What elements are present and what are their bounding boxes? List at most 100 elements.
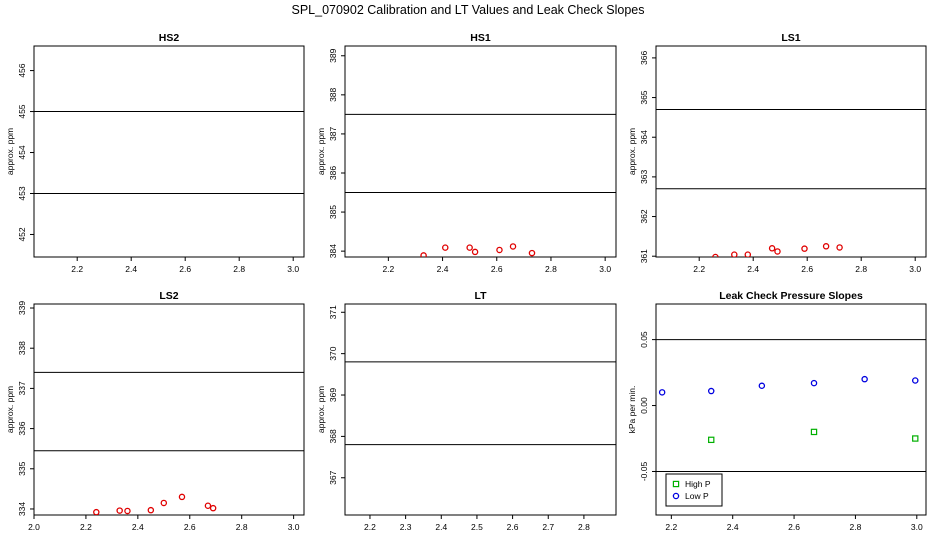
- x-tick-label: 2.2: [665, 522, 677, 532]
- y-tick-label: 361: [639, 249, 649, 263]
- x-tick-label: 2.6: [184, 522, 196, 532]
- x-tick-label: 3.0: [599, 264, 611, 274]
- x-tick-label: 2.8: [850, 522, 862, 532]
- y-tick-label: 338: [17, 341, 27, 355]
- panel-title: Leak Check Pressure Slopes: [719, 290, 863, 302]
- y-axis-label: approx. ppm: [5, 128, 15, 175]
- x-tick-label: 2.8: [233, 264, 245, 274]
- y-tick-label: 336: [17, 421, 27, 435]
- y-tick-label: 369: [328, 388, 338, 402]
- chart-panel-lt: LT 2.2 2.3 2.4 2.5 2.6 2.7 2.8 367 368 369 370 371 ap…: [316, 290, 617, 532]
- y-tick-label: 385: [328, 205, 338, 219]
- x-tick-label: 2.2: [71, 264, 83, 274]
- y-tick-label: 453: [17, 186, 27, 200]
- plot-frame: [655, 45, 927, 258]
- data-point: [822, 243, 830, 250]
- data-point: [160, 499, 168, 507]
- chart-panel-hs2: HS2 2.2 2.4 2.6 2.8 3.0 452 453 454 455 456 approx.…: [5, 32, 305, 274]
- chart-panel-hs1: HS1 2.2 2.4 2.6 2.8 3.0 384 385 386 387 388 389 appr…: [316, 32, 617, 274]
- x-tick-label: 2.6: [491, 264, 503, 274]
- plot-frame: [33, 303, 305, 516]
- x-tick-label: 2.7: [542, 522, 554, 532]
- data-point-low-p: [758, 382, 766, 390]
- x-tick-label: 2.5: [471, 522, 483, 532]
- y-tick-label: 386: [328, 166, 338, 180]
- y-axis-label: approx. ppm: [627, 128, 637, 175]
- x-tick-label: 2.4: [435, 522, 447, 532]
- y-tick-label: 456: [17, 63, 27, 77]
- legend-label: Low P: [685, 491, 709, 501]
- x-tick-label: 2.2: [364, 522, 376, 532]
- legend: High P Low P: [665, 473, 723, 507]
- figure-title: SPL_070902 Calibration and LT Values and…: [291, 3, 644, 17]
- y-tick-label: 454: [17, 145, 27, 159]
- y-tick-label: 365: [639, 90, 649, 104]
- chart-panels: HS2 2.2 2.4 2.6 2.8 3.0 452 453 454 455 456 approx.…: [5, 32, 927, 532]
- data-point: [836, 244, 843, 251]
- x-tick-label: 3.0: [288, 522, 300, 532]
- panel-title: LT: [474, 290, 487, 302]
- x-tick-label: 2.6: [788, 522, 800, 532]
- y-tick-label: 0.05: [639, 331, 649, 348]
- data-point: [509, 243, 517, 250]
- plot-area: [656, 108, 926, 257]
- data-point: [774, 248, 781, 255]
- x-tick-label: 2.3: [400, 522, 412, 532]
- y-tick-label: 370: [328, 346, 338, 360]
- data-point: [124, 507, 131, 515]
- y-tick-label: 339: [17, 301, 27, 315]
- data-point: [744, 251, 752, 257]
- y-tick-label: 363: [639, 170, 649, 184]
- x-tick-label: 2.2: [693, 264, 705, 274]
- plot-area: [345, 361, 616, 446]
- y-tick-label: 362: [639, 209, 649, 223]
- y-axis-label: approx. ppm: [316, 386, 326, 433]
- panel-title: HS2: [159, 32, 180, 44]
- x-tick-label: 2.8: [545, 264, 557, 274]
- y-tick-label: 364: [639, 130, 649, 144]
- data-point-low-p: [658, 389, 666, 396]
- x-tick-label: 2.8: [855, 264, 867, 274]
- y-tick-label: 384: [328, 244, 338, 258]
- x-tick-label: 2.4: [727, 522, 739, 532]
- y-tick-label: 366: [639, 51, 649, 65]
- data-point-low-p: [912, 377, 919, 384]
- y-tick-label: 452: [17, 227, 27, 241]
- y-tick-label: 334: [17, 502, 27, 516]
- data-point: [178, 493, 186, 501]
- data-point: [116, 507, 123, 514]
- data-point: [768, 245, 776, 252]
- legend-label: High P: [685, 479, 711, 489]
- data-point: [442, 244, 449, 251]
- x-tick-label: 3.0: [287, 264, 299, 274]
- legend-box: [665, 473, 723, 507]
- panel-title: LS2: [159, 290, 178, 302]
- x-tick-label: 2.8: [236, 522, 248, 532]
- chart-panel-leak: Leak Check Pressure Slopes 2.2 2.4 2.6 2.8 3.…: [627, 290, 927, 532]
- y-tick-label: 0.00: [639, 397, 649, 414]
- y-tick-label: 335: [17, 461, 27, 475]
- y-tick-label: 387: [328, 127, 338, 141]
- data-point-low-p: [707, 387, 715, 395]
- plot-area: [34, 371, 304, 515]
- y-tick-label: -0.05: [639, 462, 649, 482]
- x-tick-label: 2.4: [747, 264, 759, 274]
- chart-panel-ls1: LS1 2.2 2.4 2.6 2.8 3.0 361 362 363 364 365 366 appr…: [627, 32, 927, 274]
- plot-frame: [344, 303, 617, 516]
- y-axis-label: approx. ppm: [5, 386, 15, 433]
- panel-title: HS1: [470, 32, 491, 44]
- x-tick-label: 2.4: [132, 522, 144, 532]
- x-tick-label: 2.6: [179, 264, 191, 274]
- legend-swatch: [672, 480, 680, 488]
- panel-title: LS1: [781, 32, 800, 44]
- data-point: [528, 249, 536, 257]
- x-tick-label: 2.8: [578, 522, 590, 532]
- plot-area: [345, 113, 616, 257]
- plot-area: [656, 339, 926, 472]
- data-point: [466, 244, 473, 251]
- data-point: [147, 506, 155, 514]
- y-tick-label: 389: [328, 48, 338, 62]
- data-point-high-p: [912, 435, 919, 442]
- chart-panel-ls2: LS2 2.0 2.2 2.4 2.6 2.8 3.0 334 335 336 337 338 339 a…: [5, 290, 305, 532]
